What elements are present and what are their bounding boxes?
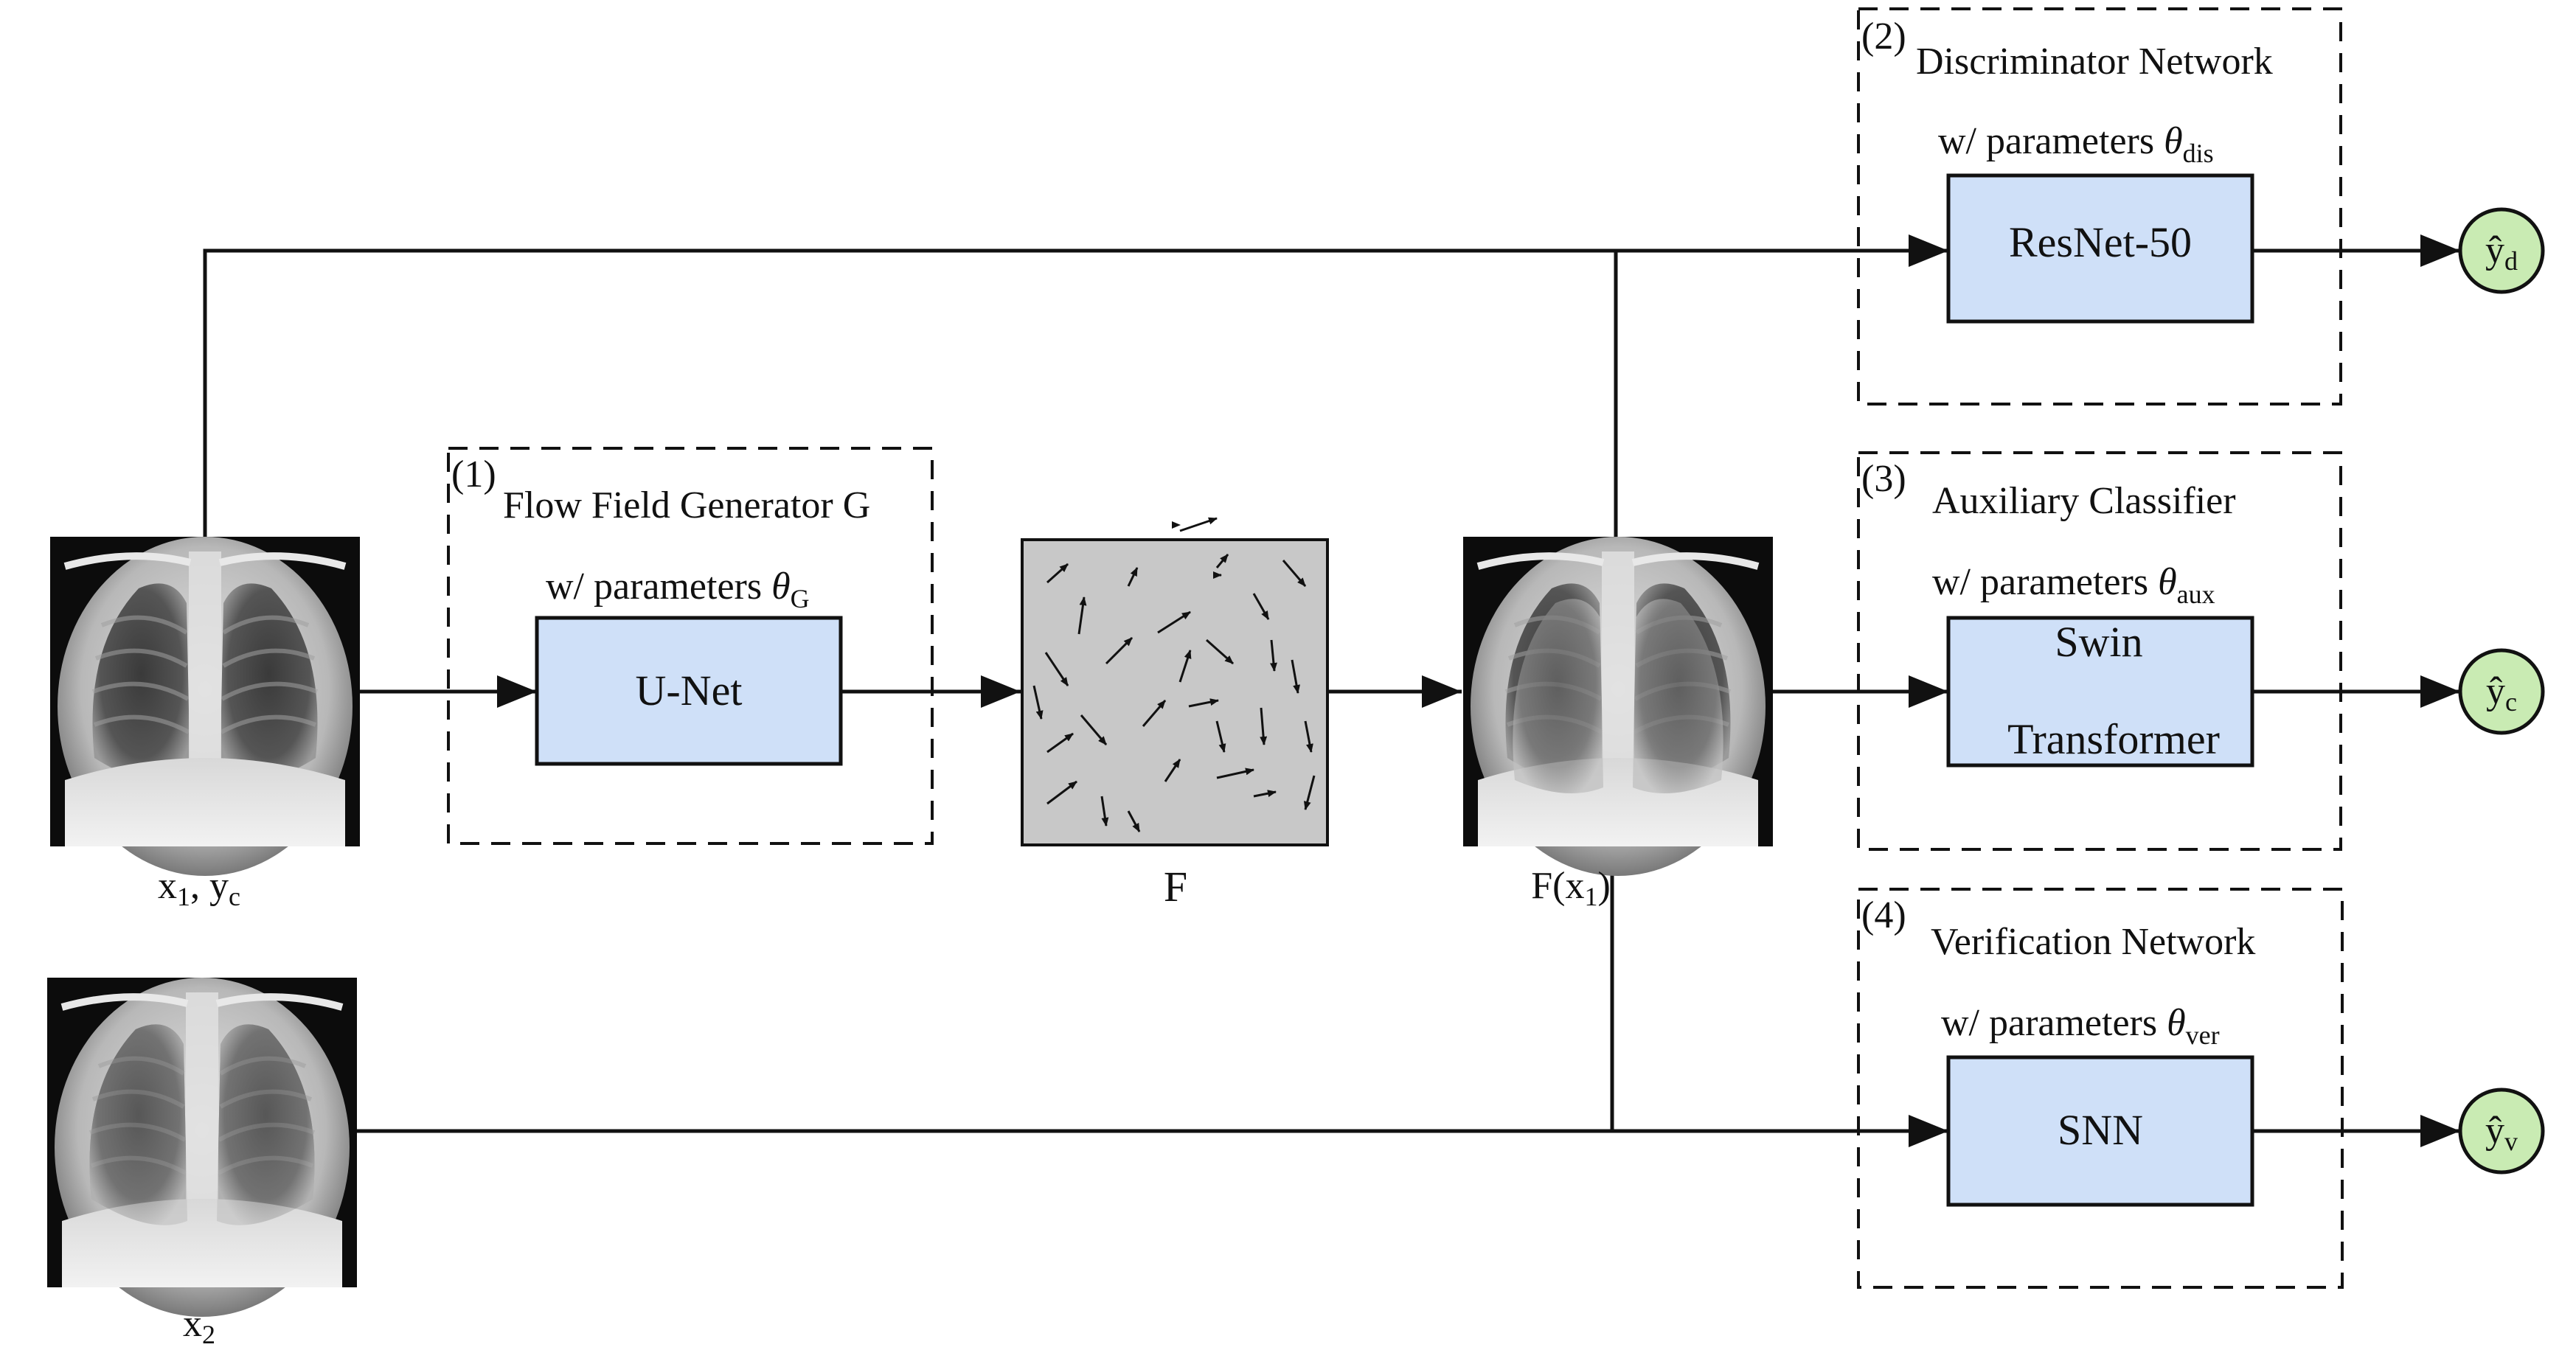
discriminator-module: (2) Discriminator Network w/ parameters … (1857, 7, 2342, 406)
resnet-label: ResNet-50 (2009, 218, 2192, 266)
verification-dashed-frame (1857, 888, 2344, 1289)
verification-params: w/ parameters θver (1941, 1002, 2220, 1050)
generator-number: (1) (451, 453, 496, 495)
flow-vectors (1032, 517, 1316, 832)
warped-image (1463, 537, 1773, 876)
output-yv: ŷv (2458, 1088, 2545, 1175)
generator-title: Flow Field Generator G (503, 484, 870, 526)
x1-caption: x1, yc (158, 865, 240, 911)
yv-node (2458, 1088, 2545, 1175)
auxiliary-number: (3) (1861, 458, 1906, 500)
snn-box (1946, 1055, 2254, 1207)
generator-module: (1) Flow Field Generator G w/ parameters… (447, 447, 934, 845)
discriminator-params: w/ parameters θdis (1938, 120, 2214, 168)
yd-node (2458, 207, 2545, 294)
yv-label: ŷv (2485, 1110, 2518, 1156)
auxiliary-params: w/ parameters θaux (1932, 561, 2215, 609)
x1-to-discriminator-line (203, 234, 1948, 538)
yc-label: ŷc (2486, 670, 2517, 717)
x1-image (50, 537, 360, 876)
verification-title: Verification Network (1931, 921, 2255, 963)
output-yc: ŷc (2458, 648, 2545, 735)
swin-label-line2: Transformer (2007, 715, 2220, 763)
yc-node (2458, 648, 2545, 735)
snn-label: SNN (2058, 1106, 2143, 1154)
x2-caption: x2 (183, 1303, 215, 1349)
yd-label: ŷd (2485, 229, 2518, 276)
verification-module: (4) Verification Network w/ parameters θ… (1857, 888, 2344, 1289)
warped-caption: F(x1) (1531, 865, 1611, 911)
output-yd: ŷd (2458, 207, 2545, 294)
swin-label-line1: Swin (2055, 618, 2142, 666)
unet-box (535, 616, 843, 766)
generator-dashed-frame (447, 447, 934, 845)
discriminator-number: (2) (1861, 15, 1906, 58)
discriminator-dashed-frame (1857, 7, 2342, 406)
flow-field-box (1021, 538, 1329, 846)
auxiliary-dashed-frame (1857, 451, 2342, 851)
discriminator-title: Discriminator Network (1916, 41, 2273, 83)
generator-params: w/ parameters θG (546, 566, 810, 613)
x2-image (47, 978, 357, 1317)
verification-number: (4) (1861, 894, 1906, 936)
flow-field-label: F (1164, 863, 1187, 911)
swin-box (1946, 616, 2254, 768)
auxiliary-module: (3) Auxiliary Classifier w/ parameters θ… (1857, 451, 2342, 851)
resnet-box (1946, 173, 2254, 324)
unet-label: U-Net (636, 667, 743, 714)
auxiliary-title: Auxiliary Classifier (1932, 480, 2236, 522)
flow-field: F (1021, 517, 1329, 911)
